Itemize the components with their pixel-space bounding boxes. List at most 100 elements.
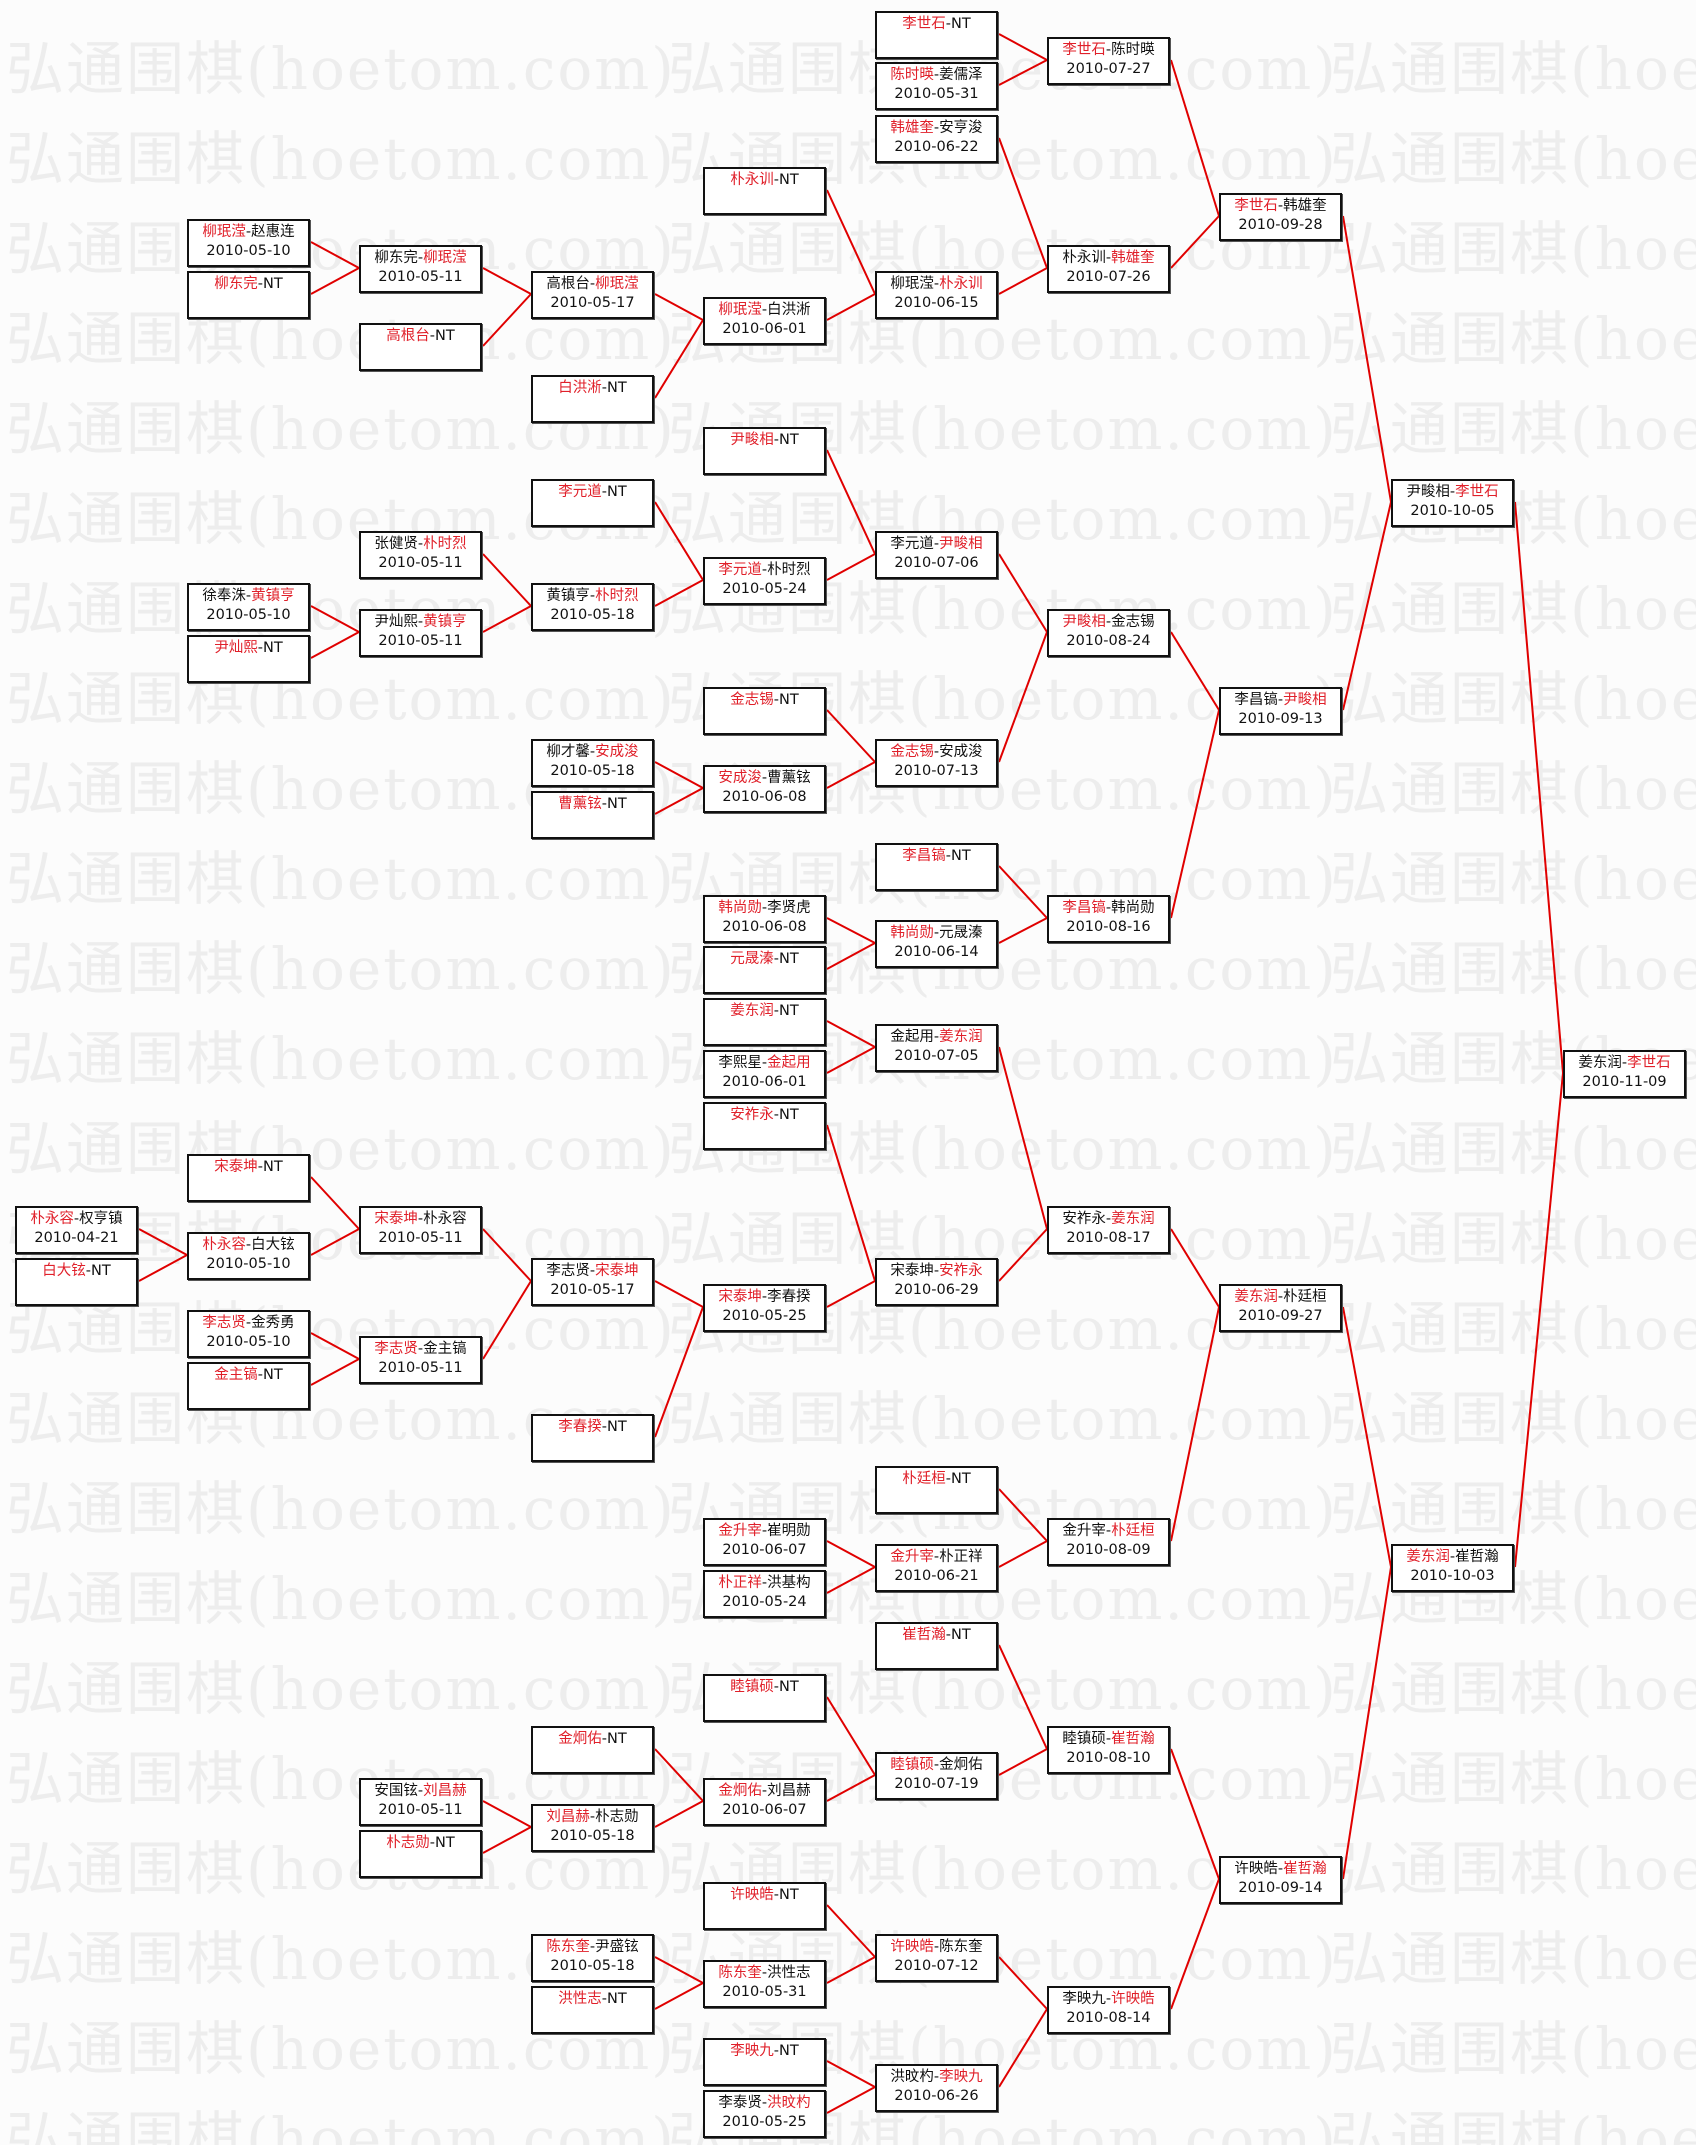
bracket-connector	[1514, 501, 1564, 1074]
separator: -	[417, 250, 424, 266]
match-box: 尹畯相-NT	[703, 427, 826, 475]
player-1: 尹畯相	[730, 432, 774, 448]
player-1: 宋泰坤	[890, 1263, 934, 1279]
bracket-connector	[654, 1306, 704, 1438]
match-date: 2010-08-24	[1066, 633, 1151, 649]
nt-label: NT	[263, 276, 283, 292]
player-1: 柳珉滢	[718, 302, 762, 318]
match-box: 高根台-柳珉滢 2010-05-17	[531, 271, 654, 319]
match-players: 白大铉-NT	[17, 1262, 136, 1281]
separator: -	[933, 1263, 940, 1279]
separator: -	[601, 1991, 607, 2007]
nt-label: NT	[91, 1263, 111, 1279]
match-box: 李志贤-金秀勇 2010-05-10	[187, 1310, 310, 1358]
player-2: 许映皓	[1111, 1991, 1155, 2007]
match-players: 姜东润-崔哲瀚	[1393, 1548, 1512, 1567]
watermark-text: 弘通围棋(hoetom.com)	[6, 1475, 676, 1543]
separator: -	[1277, 692, 1284, 708]
watermark-text: 弘通围棋(hoetom.com)	[6, 35, 676, 103]
separator: -	[257, 640, 263, 656]
bracket-connector	[310, 1332, 360, 1360]
player-1: 朴永容	[30, 1211, 74, 1227]
player-1: 柳珉滢	[890, 276, 934, 292]
match-players: 尹畯相-李世石	[1393, 483, 1512, 502]
match-players: 柳东完-柳珉滢	[361, 249, 480, 268]
player-1: 陈时暎	[890, 67, 934, 83]
bracket-connector	[654, 501, 704, 581]
player-1: 金起用	[890, 1029, 934, 1045]
player-2: 朴正祥	[939, 1549, 983, 1565]
watermark-text: 弘通围棋(hoetom.com)	[1330, 2015, 1696, 2083]
player-2: 韩雄奎	[1283, 198, 1327, 214]
bracket-connector	[998, 1046, 1048, 1230]
separator: -	[933, 744, 940, 760]
match-players: 陈东奎-尹盛铉	[533, 1938, 652, 1957]
match-box: 洪旼杓-李映九 2010-06-26	[875, 2064, 998, 2112]
player-2: 崔哲瀚	[1111, 1731, 1155, 1747]
match-box: 宋泰坤-朴永容 2010-05-11	[359, 1206, 482, 1254]
watermark-text: 弘通围棋(hoetom.com)	[1330, 1835, 1696, 1903]
match-date: 2010-06-29	[894, 1282, 979, 1298]
match-date: 2010-06-26	[894, 2088, 979, 2104]
match-players: 高根台-NT	[361, 327, 480, 346]
match-box: 白大铉-NT	[15, 1258, 138, 1306]
separator: -	[773, 1679, 779, 1695]
match-players: 李春揆-NT	[533, 1418, 652, 1437]
match-date: 2010-05-11	[378, 1230, 463, 1246]
player-1: 安成浚	[718, 770, 762, 786]
separator: -	[933, 67, 940, 83]
separator: -	[933, 1757, 940, 1773]
player-2: 韩尚勋	[1111, 900, 1155, 916]
player-2: 白大铉	[251, 1237, 295, 1253]
watermark-text: 弘通围棋(hoetom.com)	[1330, 215, 1696, 283]
match-box: 陈东奎-洪性志 2010-05-31	[703, 1960, 826, 2008]
player-1: 李熙星	[718, 1055, 762, 1071]
separator: -	[945, 1627, 951, 1643]
match-players: 元晟溱-NT	[705, 950, 824, 969]
match-box: 李熙星-金起用 2010-06-01	[703, 1050, 826, 1098]
player-1: 柳东完	[214, 276, 258, 292]
match-box: 尹畯相-李世石 2010-10-05	[1391, 479, 1514, 527]
player-2: 安成浚	[595, 744, 639, 760]
separator: -	[933, 1549, 940, 1565]
player-2: 刘昌赫	[423, 1783, 467, 1799]
bracket-connector	[826, 2060, 876, 2088]
player-1: 安国铉	[374, 1783, 418, 1799]
bracket-connector	[998, 33, 1048, 61]
watermark-text: 弘通围棋(hoetom.com)	[1330, 35, 1696, 103]
watermark-text: 弘通围棋(hoetom.com)	[1330, 665, 1696, 733]
bracket-connector	[998, 1488, 1048, 1542]
separator: -	[245, 588, 252, 604]
player-2: 陈时暎	[1111, 42, 1155, 58]
player-1: 宋泰坤	[718, 1289, 762, 1305]
match-date: 2010-05-31	[894, 86, 979, 102]
bracket-connector	[826, 1696, 876, 1776]
bracket-connector	[826, 553, 876, 581]
match-players: 许映皓-陈东奎	[877, 1938, 996, 1957]
watermark-text: 弘通围棋(hoetom.com)	[6, 935, 676, 1003]
player-1: 姜东润	[1578, 1055, 1622, 1071]
watermark-text: 弘通围棋(hoetom.com)	[1330, 1925, 1696, 1993]
player-1: 李志贤	[202, 1315, 246, 1331]
match-date: 2010-06-14	[894, 944, 979, 960]
player-1: 朴永训	[730, 172, 774, 188]
separator: -	[933, 276, 940, 292]
player-1: 许映皓	[890, 1939, 934, 1955]
match-players: 朴永训-韩雄奎	[1049, 249, 1168, 268]
match-date: 2010-07-19	[894, 1776, 979, 1792]
match-players: 朴廷桓-NT	[877, 1470, 996, 1489]
watermark-text: 弘通围棋(hoetom.com)	[1330, 1385, 1696, 1453]
nt-label: NT	[263, 640, 283, 656]
match-players: 金起用-姜东润	[877, 1028, 996, 1047]
nt-label: NT	[951, 1627, 971, 1643]
nt-label: NT	[607, 1991, 627, 2007]
separator: -	[773, 1887, 779, 1903]
match-box: 李世石-NT	[875, 11, 998, 59]
match-box: 柳才馨-安成浚 2010-05-18	[531, 739, 654, 787]
match-players: 李志贤-宋泰坤	[533, 1262, 652, 1281]
player-1: 李映九	[1062, 1991, 1106, 2007]
match-players: 金升宰-朴廷桓	[1049, 1522, 1168, 1541]
match-box: 李映九-NT	[703, 2038, 826, 2086]
